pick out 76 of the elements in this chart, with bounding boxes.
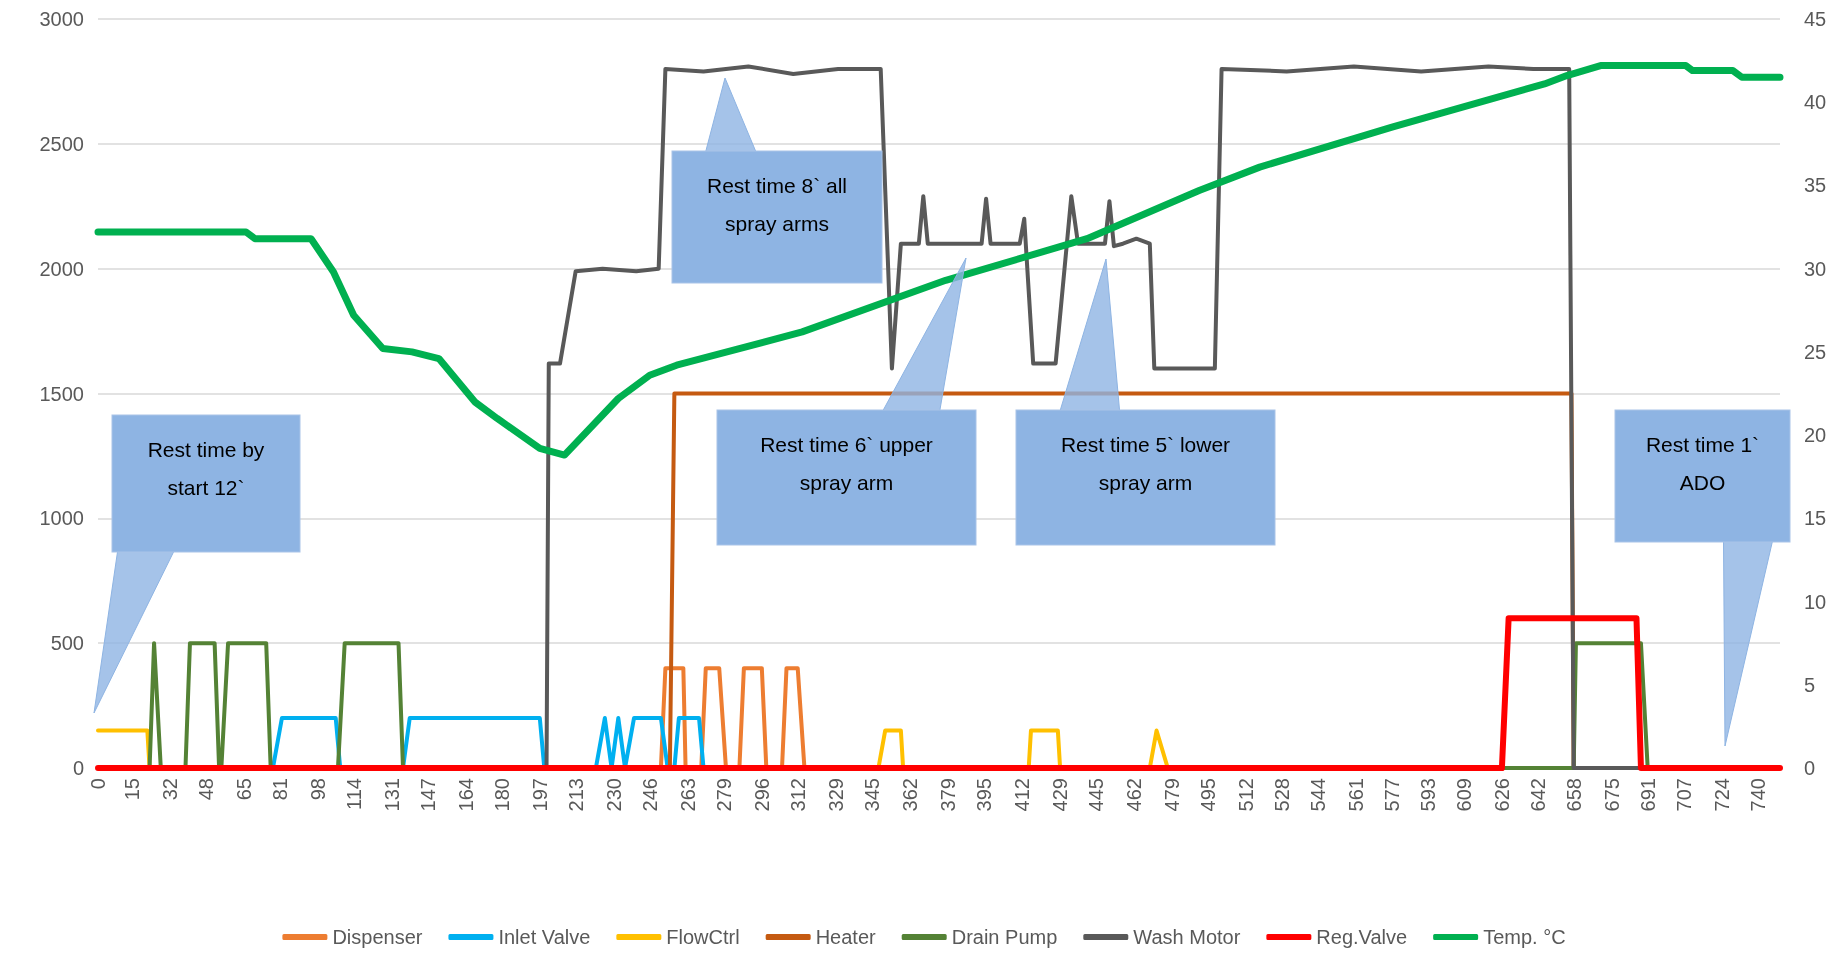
x-tick-label: 528 bbox=[1271, 778, 1294, 812]
x-tick-label: 147 bbox=[416, 778, 439, 812]
x-tick-label: 724 bbox=[1710, 778, 1733, 812]
y-tick-label: 1000 bbox=[39, 507, 84, 530]
x-tick-label: 740 bbox=[1746, 778, 1769, 812]
x-tick-label: 131 bbox=[380, 778, 403, 812]
annotation: Rest time 1` ADO bbox=[1615, 410, 1790, 542]
x-tick-label: 312 bbox=[786, 778, 809, 812]
annotation: Rest time 8` all spray arms bbox=[672, 151, 882, 283]
y2-tick-label: 35 bbox=[1804, 174, 1827, 197]
y2-tick-label: 30 bbox=[1804, 257, 1827, 280]
x-tick-label: 642 bbox=[1526, 778, 1549, 812]
y2-tick-label: 45 bbox=[1804, 8, 1827, 30]
x-tick-label: 544 bbox=[1307, 778, 1330, 812]
x-tick-label: 395 bbox=[972, 778, 995, 812]
y-tick-label: 2500 bbox=[39, 132, 84, 155]
x-tick-label: 213 bbox=[564, 778, 587, 812]
legend-label: Reg.Valve bbox=[1316, 926, 1408, 948]
y2-tick-label: 20 bbox=[1804, 424, 1827, 447]
x-tick-label: 246 bbox=[638, 778, 661, 812]
x-tick-label: 658 bbox=[1562, 778, 1585, 812]
x-tick-label: 691 bbox=[1636, 778, 1659, 812]
y-tick-label: 2000 bbox=[39, 257, 84, 280]
y2-tick-label: 25 bbox=[1804, 340, 1827, 363]
x-tick-label: 577 bbox=[1381, 778, 1404, 812]
y-tick-label: 500 bbox=[50, 632, 84, 655]
x-tick-label: 230 bbox=[602, 778, 625, 812]
x-tick-label: 462 bbox=[1123, 778, 1146, 812]
x-tick-label: 65 bbox=[232, 778, 255, 801]
x-tick-label: 98 bbox=[306, 778, 329, 801]
x-tick-label: 279 bbox=[712, 778, 735, 812]
legend-label: Drain Pump bbox=[951, 926, 1058, 948]
legend-label: Inlet Valve bbox=[498, 926, 591, 948]
y-tick-label: 3000 bbox=[39, 8, 84, 30]
x-tick-label: 15 bbox=[120, 778, 143, 801]
y2-tick-label: 15 bbox=[1804, 507, 1827, 530]
x-tick-label: 379 bbox=[936, 778, 959, 812]
x-tick-label: 609 bbox=[1452, 778, 1475, 812]
x-tick-label: 263 bbox=[676, 778, 699, 812]
x-tick-label: 412 bbox=[1010, 778, 1033, 812]
x-tick-label: 593 bbox=[1416, 778, 1439, 812]
x-tick-label: 429 bbox=[1049, 778, 1072, 812]
x-tick-label: 479 bbox=[1161, 778, 1184, 812]
x-tick-label: 362 bbox=[898, 778, 921, 812]
legend-label: Wash Motor bbox=[1133, 926, 1241, 948]
y2-tick-label: 5 bbox=[1804, 673, 1816, 696]
x-tick-label: 197 bbox=[528, 778, 551, 812]
x-tick-label: 114 bbox=[342, 778, 365, 810]
x-tick-label: 81 bbox=[268, 778, 291, 801]
annotation: Rest time 5` lower spray arm bbox=[1016, 410, 1275, 545]
x-tick-label: 512 bbox=[1235, 778, 1258, 812]
annotation: Rest time 6` upper spray arm bbox=[717, 410, 976, 545]
x-tick-label: 164 bbox=[454, 778, 477, 812]
x-tick-label: 32 bbox=[158, 778, 181, 801]
legend-label: Dispenser bbox=[332, 926, 423, 948]
y-tick-label: 1500 bbox=[39, 382, 84, 405]
x-tick-label: 495 bbox=[1197, 778, 1220, 812]
y-tick-label: 0 bbox=[72, 757, 84, 779]
x-tick-label: 675 bbox=[1600, 778, 1623, 812]
x-tick-label: 626 bbox=[1490, 778, 1513, 812]
x-tick-label: 329 bbox=[824, 778, 847, 812]
x-tick-label: 707 bbox=[1672, 778, 1695, 812]
legend-label: Temp. °C bbox=[1483, 926, 1566, 948]
x-tick-label: 345 bbox=[860, 778, 883, 812]
x-tick-label: 180 bbox=[490, 778, 513, 812]
y2-tick-label: 0 bbox=[1804, 757, 1816, 779]
x-tick-label: 561 bbox=[1345, 778, 1368, 812]
legend-label: FlowCtrl bbox=[666, 926, 740, 948]
y2-tick-label: 10 bbox=[1804, 590, 1827, 613]
x-tick-label: 0 bbox=[87, 778, 109, 790]
x-tick-label: 445 bbox=[1084, 778, 1107, 812]
x-tick-label: 48 bbox=[194, 778, 217, 801]
x-tick-label: 296 bbox=[750, 778, 773, 812]
legend-label: Heater bbox=[815, 926, 877, 948]
y2-tick-label: 40 bbox=[1804, 91, 1827, 114]
annotation: Rest time by start 12` bbox=[112, 415, 300, 552]
